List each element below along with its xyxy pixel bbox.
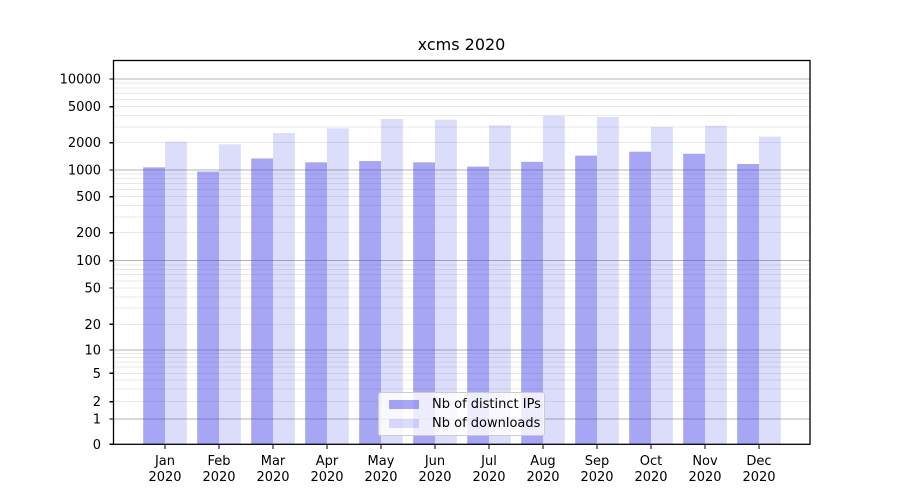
- legend-item-downloads: Nb of downloads: [379, 416, 544, 432]
- bar-downloads-oct: [651, 127, 673, 445]
- y-tick-label: 5000: [68, 100, 101, 115]
- y-tick-label: 10000: [60, 73, 101, 88]
- bar-downloads-jun: [435, 119, 457, 445]
- legend-label-downloads: Nb of downloads: [432, 416, 541, 431]
- x-tick-year-label: 2020: [526, 470, 559, 485]
- y-tick-label: 2000: [68, 136, 101, 151]
- bar-downloads-mar: [273, 133, 295, 445]
- bar-distinct-ips-sep: [575, 155, 597, 445]
- x-tick-label: Apr: [316, 454, 339, 469]
- bar-downloads-aug: [543, 115, 565, 445]
- bar-distinct-ips-aug: [521, 161, 543, 445]
- x-tick-label: Mar: [261, 454, 286, 469]
- x-tick-label: Feb: [207, 454, 230, 469]
- bar-downloads-may: [381, 118, 403, 445]
- x-tick-year-label: 2020: [310, 470, 343, 485]
- bar-downloads-dec: [759, 136, 781, 445]
- x-tick-label: Jun: [424, 454, 445, 469]
- y-tick-label: 5: [93, 367, 101, 382]
- bar-downloads-jan: [165, 141, 187, 445]
- y-tick-label: 0: [93, 438, 101, 453]
- bar-distinct-ips-nov: [683, 153, 705, 445]
- x-tick-year-label: 2020: [634, 470, 667, 485]
- bar-distinct-ips-apr: [305, 162, 327, 445]
- plot-border: [112, 59, 811, 445]
- chart-title: xcms 2020: [417, 35, 506, 54]
- bar-distinct-ips-jun: [413, 162, 435, 445]
- chart-legend: Nb of distinct IPs Nb of downloads: [378, 392, 545, 436]
- x-tick-year-label: 2020: [148, 470, 181, 485]
- x-tick-year-label: 2020: [742, 470, 775, 485]
- x-tick-label: Sep: [585, 454, 610, 469]
- x-tick-label: Oct: [640, 454, 662, 469]
- y-tick-label: 20: [84, 318, 101, 333]
- y-tick-label: 100: [76, 254, 101, 269]
- bar-distinct-ips-oct: [629, 151, 651, 445]
- bar-distinct-ips-jul: [467, 166, 489, 445]
- bar-downloads-apr: [327, 128, 349, 445]
- bar-downloads-nov: [705, 125, 727, 445]
- bar-distinct-ips-jan: [143, 167, 165, 445]
- y-tick-label: 200: [76, 226, 101, 241]
- x-tick-year-label: 2020: [418, 470, 451, 485]
- legend-swatch-downloads: [389, 419, 419, 428]
- y-tick-label: 1000: [68, 164, 101, 179]
- legend-label-distinct-ips: Nb of distinct IPs: [432, 397, 541, 412]
- bar-downloads-feb: [219, 144, 241, 445]
- x-tick-label: Aug: [530, 454, 555, 469]
- x-tick-label: Dec: [746, 454, 771, 469]
- x-tick-year-label: 2020: [688, 470, 721, 485]
- y-tick-label: 500: [76, 190, 101, 205]
- legend-item-distinct-ips: Nb of distinct IPs: [379, 397, 544, 413]
- x-tick-label: Jan: [154, 454, 175, 469]
- x-tick-year-label: 2020: [256, 470, 289, 485]
- x-tick-year-label: 2020: [364, 470, 397, 485]
- y-tick-label: 50: [84, 282, 101, 297]
- bar-downloads-sep: [597, 116, 619, 445]
- bar-distinct-ips-feb: [197, 171, 219, 445]
- x-tick-label: May: [368, 454, 395, 469]
- x-tick-label: Nov: [692, 454, 718, 469]
- y-tick-label: 2: [93, 395, 101, 410]
- bar-distinct-ips-mar: [251, 158, 273, 445]
- bar-distinct-ips-dec: [737, 163, 759, 445]
- y-tick-label: 10: [84, 344, 101, 359]
- bar-downloads-jul: [489, 125, 511, 445]
- legend-swatch-distinct-ips: [389, 400, 419, 409]
- x-tick-year-label: 2020: [472, 470, 505, 485]
- x-tick-year-label: 2020: [202, 470, 235, 485]
- x-tick-year-label: 2020: [580, 470, 613, 485]
- y-tick-label: 1: [93, 413, 101, 428]
- bar-distinct-ips-may: [359, 161, 381, 445]
- x-tick-label: Jul: [480, 454, 497, 469]
